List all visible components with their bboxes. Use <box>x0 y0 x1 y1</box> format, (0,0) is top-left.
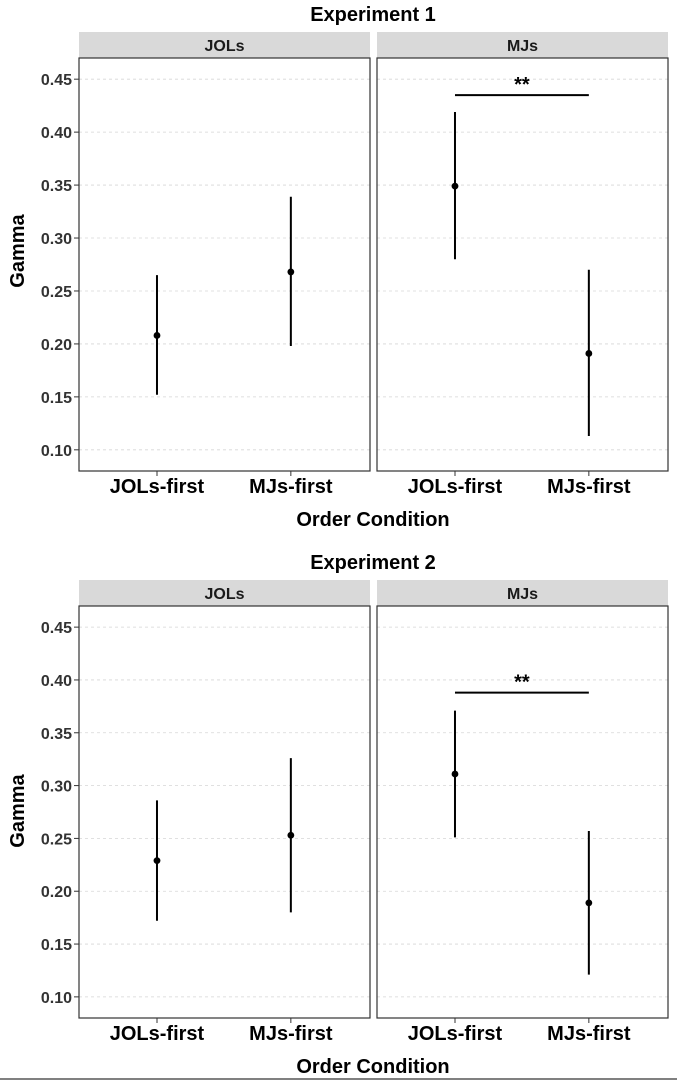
x-tick-label: MJs-first <box>547 476 631 498</box>
facet-panel-jols: JOLs JOLs-first MJs-first <box>78 32 371 498</box>
y-tick-label: 0.25 <box>41 831 72 848</box>
x-tick-label: MJs-first <box>249 476 333 498</box>
y-tick-label: 0.35 <box>41 726 72 743</box>
y-tick-label: 0.20 <box>41 337 72 354</box>
data-point <box>287 831 295 839</box>
data-point <box>287 268 295 276</box>
x-axis-title: Order Condition <box>296 509 449 531</box>
facet-strip <box>79 32 370 58</box>
data-point <box>585 899 593 907</box>
facet-strip <box>79 580 370 606</box>
experiment-2-figure: Experiment 2 Gamma 0.10 0.15 0.20 0.25 0.30 0.3… <box>7 552 669 1078</box>
y-tick-label: 0.40 <box>41 673 72 690</box>
y-tick-label: 0.45 <box>41 620 72 637</box>
x-tick-label: MJs-first <box>249 1023 333 1045</box>
y-axis-title: Gamma <box>7 213 29 287</box>
facet-strip-label: MJs <box>507 586 538 603</box>
facet-panel-mjs: MJs JOLs-first MJs-first ** <box>376 580 669 1045</box>
panel-border <box>78 57 371 472</box>
facet-strip <box>377 32 668 58</box>
y-tick-label: 0.30 <box>41 779 72 796</box>
panel-border <box>376 605 669 1019</box>
x-tick-label: MJs-first <box>547 1023 631 1045</box>
x-axis-title: Order Condition <box>296 1056 449 1078</box>
experiment-title: Experiment 2 <box>310 552 436 574</box>
data-point <box>451 770 459 778</box>
facet-strip-label: MJs <box>507 38 538 55</box>
y-tick-label: 0.25 <box>41 284 72 301</box>
panel-border <box>376 57 669 472</box>
y-tick-label: 0.40 <box>41 125 72 142</box>
x-tick-label: JOLs-first <box>110 476 205 498</box>
facet-panel-mjs: MJs JOLs-first MJs-first ** <box>376 32 669 498</box>
data-point <box>585 350 593 357</box>
y-tick-label: 0.45 <box>41 72 72 89</box>
experiment-title: Experiment 1 <box>310 4 436 26</box>
data-point <box>451 182 459 190</box>
y-tick-label: 0.15 <box>41 937 72 954</box>
x-tick-label: JOLs-first <box>408 1023 503 1045</box>
facet-strip-label: JOLs <box>204 586 244 603</box>
y-tick-label: 0.20 <box>41 884 72 901</box>
significance-label: ** <box>514 672 530 694</box>
facet-panel-jols: JOLs JOLs-first MJs-first <box>78 580 371 1045</box>
experiment-1-figure: Experiment 1 Gamma 0.10 0.15 0.20 0.25 0.30 0.3… <box>7 4 669 531</box>
x-tick-label: JOLs-first <box>408 476 503 498</box>
y-tick-label: 0.10 <box>41 990 72 1007</box>
x-tick-label: JOLs-first <box>110 1023 205 1045</box>
y-tick-label: 0.15 <box>41 390 72 407</box>
data-point <box>153 857 161 864</box>
y-tick-label: 0.10 <box>41 443 72 460</box>
data-point <box>153 332 161 339</box>
facet-strip-label: JOLs <box>204 38 244 55</box>
panel-border <box>78 605 371 1019</box>
significance-label: ** <box>514 74 530 96</box>
facet-strip <box>377 580 668 606</box>
y-tick-label: 0.30 <box>41 231 72 248</box>
y-tick-label: 0.35 <box>41 178 72 195</box>
y-axis-title: Gamma <box>7 773 29 847</box>
